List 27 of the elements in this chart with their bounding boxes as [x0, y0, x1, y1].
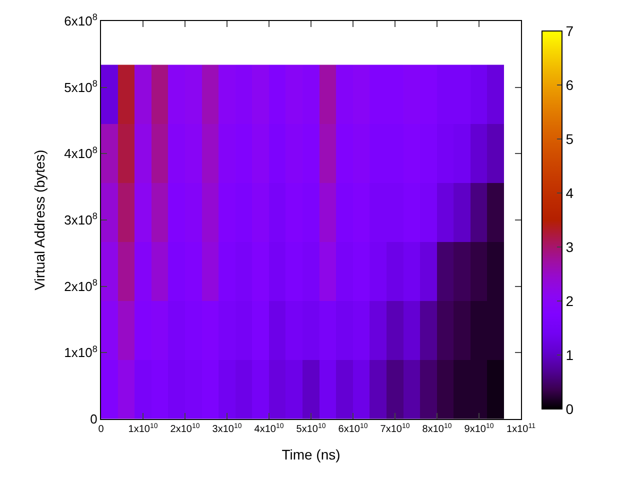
y-tick-label: 4x10$^{8}$: [64, 144, 98, 162]
color-bar-label: 4: [566, 184, 574, 201]
x-tick-label: 2x10$^{10}$: [170, 422, 200, 435]
x-tick-label: 5x10$^{10}$: [296, 422, 326, 435]
x-tick-label: 8x10$^{10}$: [422, 422, 452, 435]
color-bar-label: 6: [566, 76, 574, 93]
y-tick-label: 5x10$^{8}$: [64, 78, 98, 95]
color-bar-label: 1: [566, 346, 574, 363]
x-tick-label: 1x10$^{11}$: [506, 422, 536, 435]
color-bar-label: 3: [566, 238, 574, 255]
y-axis-title: Virtual Address (bytes): [32, 150, 48, 290]
x-tick-label: 4x10$^{10}$: [254, 422, 284, 435]
x-tick-label: 0: [98, 424, 104, 435]
x-tick-label: 9x10$^{10}$: [464, 422, 494, 435]
x-tick-label: 1x10$^{10}$: [128, 422, 158, 435]
color-bar-label: 0: [566, 400, 574, 417]
color-bar-label: 2: [566, 292, 574, 309]
x-tick-label: 7x10$^{10}$: [380, 422, 410, 435]
y-tick-label: 1x10$^{8}$: [64, 344, 98, 360]
y-tick-label: 3x10$^{8}$: [64, 211, 98, 228]
x-tick-label: 6x10$^{10}$: [338, 422, 368, 435]
y-tick-label: 2x10$^{8}$: [64, 277, 98, 294]
color-bar-label: 5: [566, 130, 574, 147]
y-tick-label: 6x10$^{8}$: [64, 12, 98, 29]
color-bar-label: 7: [566, 22, 574, 39]
x-axis-title: Time (ns): [282, 446, 340, 462]
x-tick-label: 3x10$^{10}$: [212, 422, 242, 435]
